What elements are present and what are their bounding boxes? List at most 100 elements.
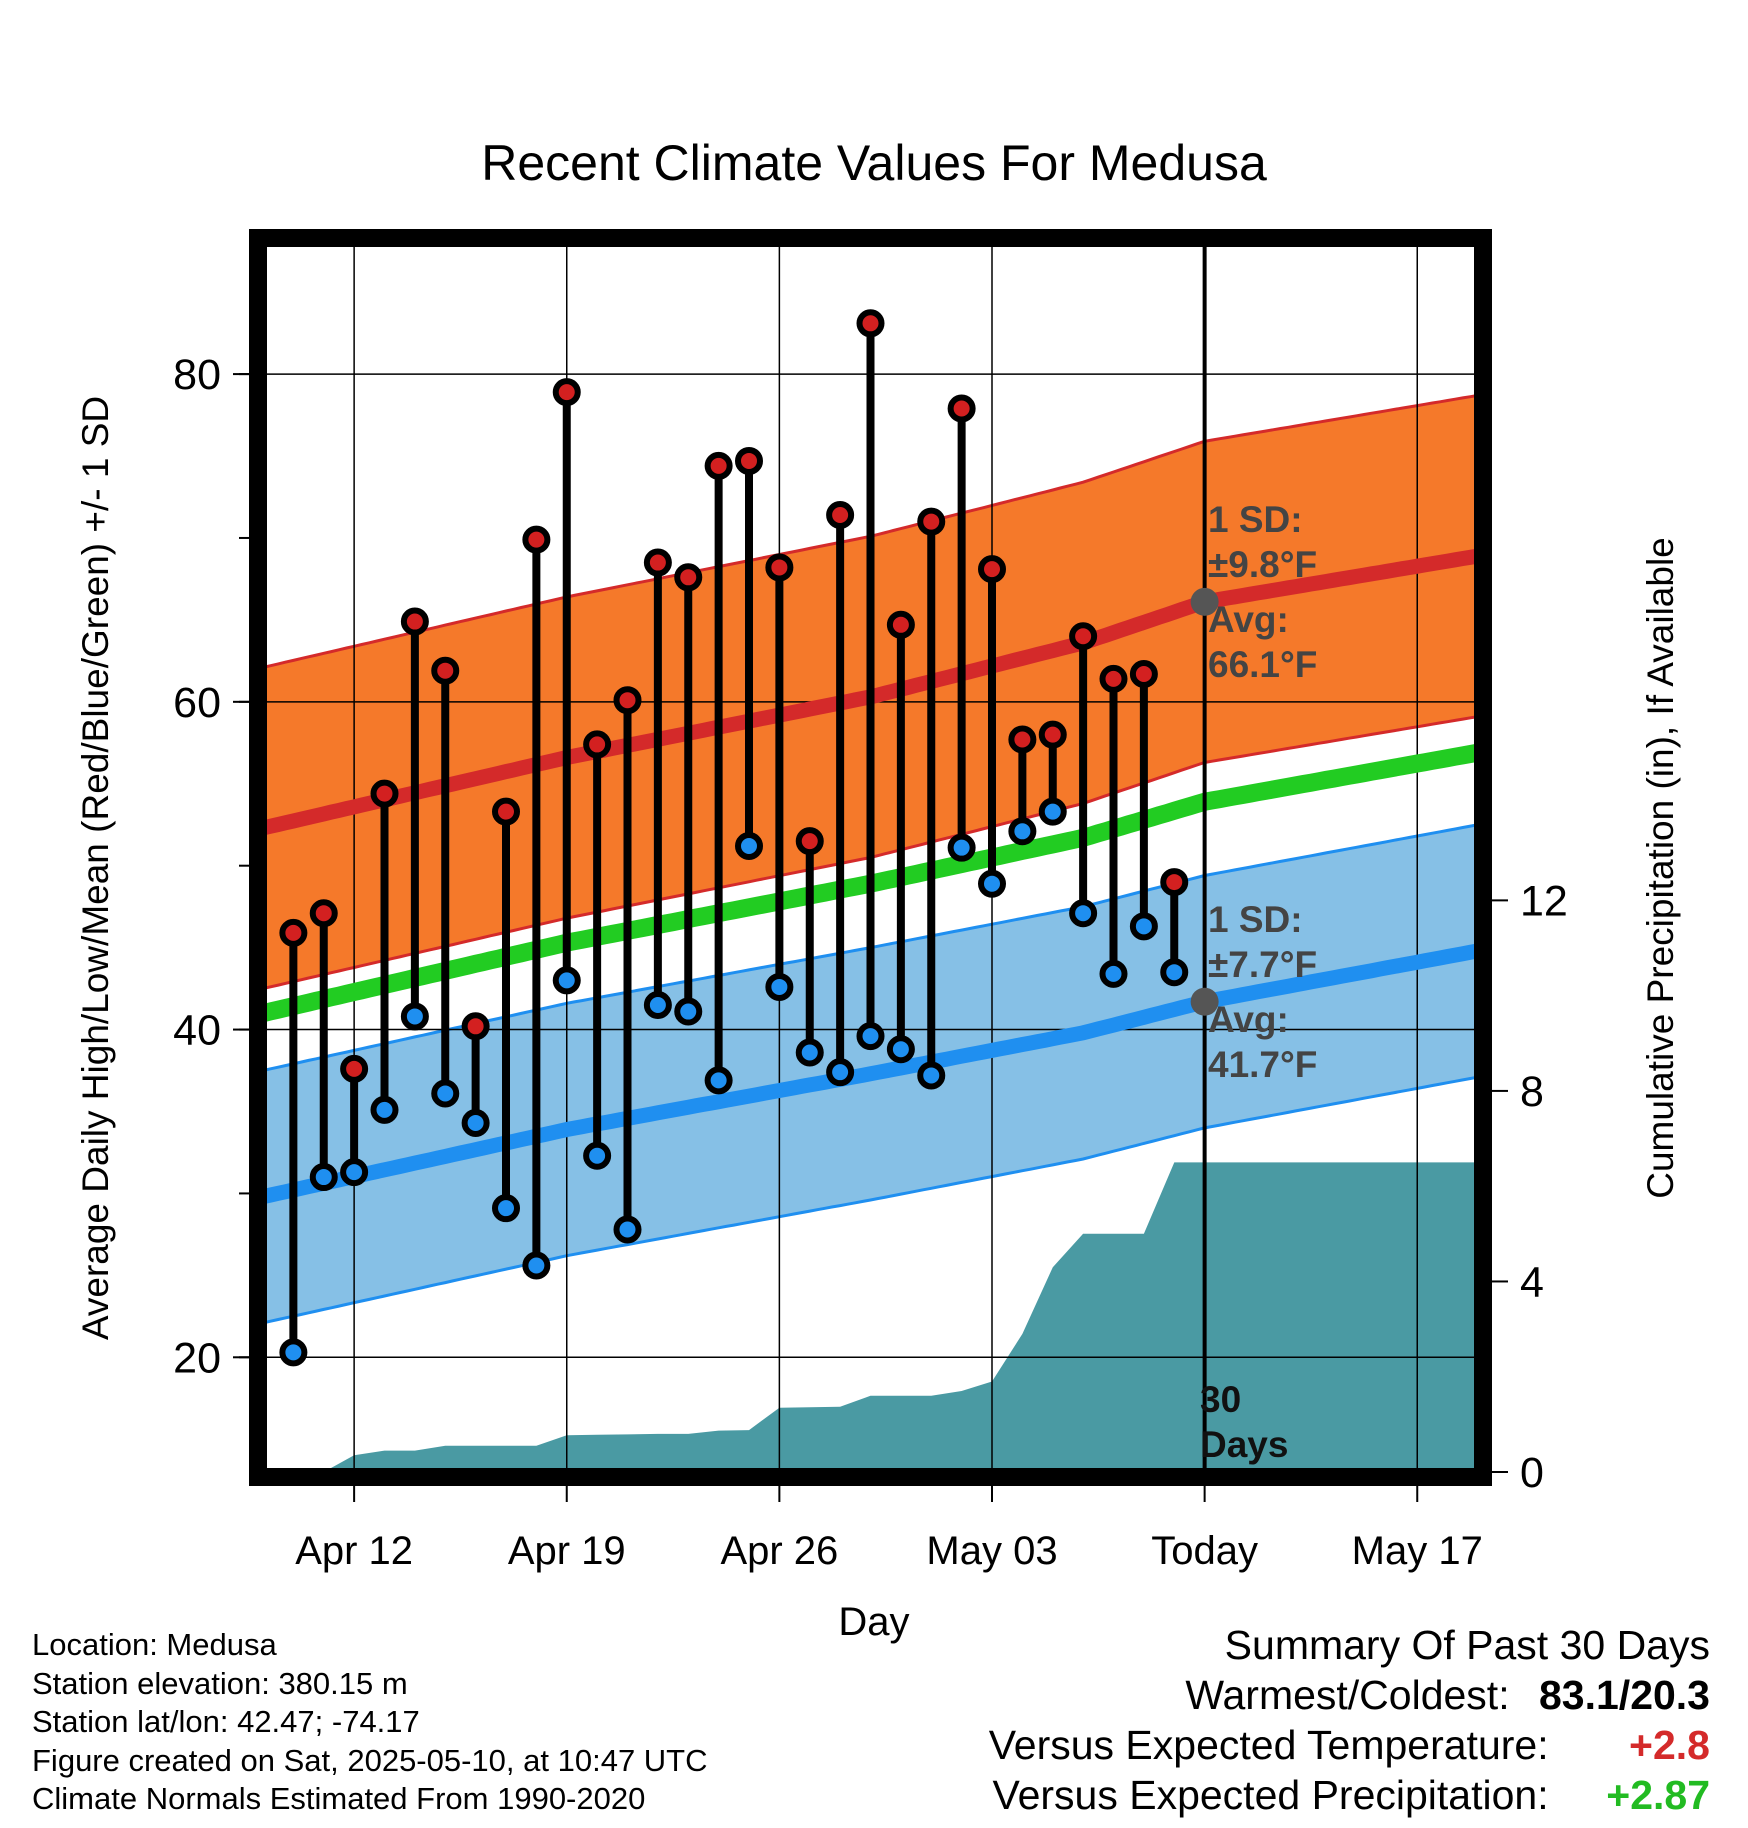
summary-panel: Summary Of Past 30 Days Warmest/Coldest:…: [989, 1620, 1710, 1820]
high-point: [340, 1054, 369, 1083]
high-point: [279, 918, 308, 947]
y-tick-label: 60: [173, 679, 221, 727]
high-point: [492, 797, 520, 826]
low-point: [279, 1338, 308, 1367]
high-sd-value: ±9.8°F: [1208, 544, 1317, 585]
high-point: [522, 525, 551, 554]
low-point: [1038, 797, 1067, 826]
high-point: [1129, 659, 1158, 688]
high-avg-label: Avg:: [1208, 599, 1289, 640]
plot-content: 20 40 60 80 0 4 8 12 Apr 12 Apr 19 Apr 26 May 03 Tod…: [173, 229, 1568, 1573]
y2-tick-label: 12: [1520, 877, 1568, 925]
x-tick-label: Apr 19: [508, 1529, 626, 1573]
low-point: [917, 1061, 946, 1090]
high-point: [795, 827, 824, 856]
chart-title: Recent Climate Values For Medusa: [481, 135, 1267, 191]
high-avg-marker: [1190, 587, 1219, 616]
low-point: [643, 990, 672, 1019]
low-point: [340, 1158, 369, 1187]
normals-text: Climate Normals Estimated From 1990-2020: [32, 1781, 646, 1816]
x-tick-label: Apr 12: [295, 1529, 413, 1573]
location-text: Location: Medusa: [32, 1627, 277, 1662]
low-point: [765, 972, 794, 1001]
low-point: [1129, 912, 1158, 941]
y-tick-label: 80: [173, 351, 221, 399]
high-point: [917, 507, 946, 536]
plot-frame: [249, 229, 1492, 1486]
x-axis-label: Day: [838, 1600, 909, 1644]
temp-label: Versus Expected Temperature:: [988, 1722, 1549, 1768]
latlon-text: Station lat/lon: 42.47; -74.17: [32, 1704, 420, 1739]
low-point: [1099, 959, 1128, 988]
low-point: [826, 1058, 855, 1087]
chart-annotations: 1 SD: ±9.8°F Avg: 66.1°F 1 SD: ±7.7°F Av…: [1200, 499, 1317, 1465]
days-label-number: 30: [1200, 1379, 1241, 1420]
low-point: [704, 1066, 733, 1095]
high-point: [886, 610, 915, 639]
high-point: [978, 555, 1006, 584]
y-axis-label: Average Daily High/Low/Mean (Red/Blue/Gr…: [75, 396, 116, 1340]
high-point: [552, 378, 581, 407]
low-point: [735, 832, 763, 861]
warmest-label: Warmest/Coldest:: [1185, 1672, 1510, 1718]
low-point: [856, 1022, 885, 1051]
high-point: [461, 1012, 490, 1041]
high-point: [1160, 868, 1189, 897]
precipitation-area: [263, 1162, 1478, 1472]
high-point: [826, 501, 855, 530]
summary-warmest-row: Warmest/Coldest: 83.1/20.3: [989, 1670, 1710, 1720]
summary-title: Summary Of Past 30 Days: [1224, 1622, 1710, 1668]
low-point: [978, 869, 1006, 898]
station-info: Location: Medusa Station elevation: 380.…: [32, 1626, 708, 1819]
high-point: [674, 563, 703, 592]
y2-axis-label: Cumulative Precipitation (in), If Availa…: [1640, 537, 1681, 1199]
low-point: [492, 1194, 520, 1223]
y2-tick-label: 0: [1520, 1449, 1544, 1497]
summary-temp-row: Versus Expected Temperature: +2.8: [989, 1720, 1710, 1770]
temp-value: +2.8: [1629, 1722, 1710, 1768]
high-point: [704, 451, 733, 480]
high-point: [735, 446, 763, 475]
days-label-word: Days: [1200, 1424, 1288, 1465]
x-tick-label: Apr 26: [720, 1529, 838, 1573]
low-point: [370, 1095, 399, 1124]
plot-area: [263, 243, 1478, 1472]
low-point: [309, 1163, 338, 1192]
x-tick-label: Today: [1151, 1529, 1258, 1573]
high-point: [370, 779, 399, 808]
low-point: [583, 1141, 612, 1170]
low-avg-label: Avg:: [1208, 999, 1289, 1040]
summary-precip-row: Versus Expected Precipitation: +2.87: [989, 1770, 1711, 1820]
low-point: [795, 1038, 824, 1067]
high-point: [583, 730, 612, 759]
low-point: [461, 1108, 490, 1137]
daily-observations: [279, 309, 1189, 1367]
y2-tick-label: 8: [1520, 1068, 1544, 1116]
high-sd-label: 1 SD:: [1208, 499, 1303, 540]
low-point: [552, 966, 581, 995]
high-avg-value: 66.1°F: [1208, 644, 1317, 685]
low-sd-lower-line: [263, 1075, 1478, 1325]
y-tick-label: 20: [173, 1334, 221, 1382]
warmest-value: 83.1/20.3: [1539, 1672, 1710, 1718]
low-avg-value: 41.7°F: [1208, 1044, 1317, 1085]
high-point: [856, 309, 885, 338]
low-point: [613, 1215, 642, 1244]
low-point: [431, 1079, 460, 1108]
high-point: [947, 394, 976, 423]
x-tick-label: May 17: [1352, 1529, 1483, 1573]
low-point: [400, 1002, 429, 1031]
low-avg-marker: [1190, 987, 1219, 1016]
high-point: [643, 548, 672, 577]
precip-value: +2.87: [1606, 1772, 1710, 1818]
high-point: [1069, 622, 1098, 651]
high-point: [1099, 664, 1128, 693]
high-point: [1038, 720, 1067, 749]
y-tick-label: 40: [173, 1007, 221, 1055]
low-point: [674, 997, 703, 1026]
low-sd-label: 1 SD:: [1208, 899, 1303, 940]
low-point: [1008, 817, 1037, 846]
low-point: [947, 833, 976, 862]
y2-tick-label: 4: [1520, 1258, 1544, 1306]
